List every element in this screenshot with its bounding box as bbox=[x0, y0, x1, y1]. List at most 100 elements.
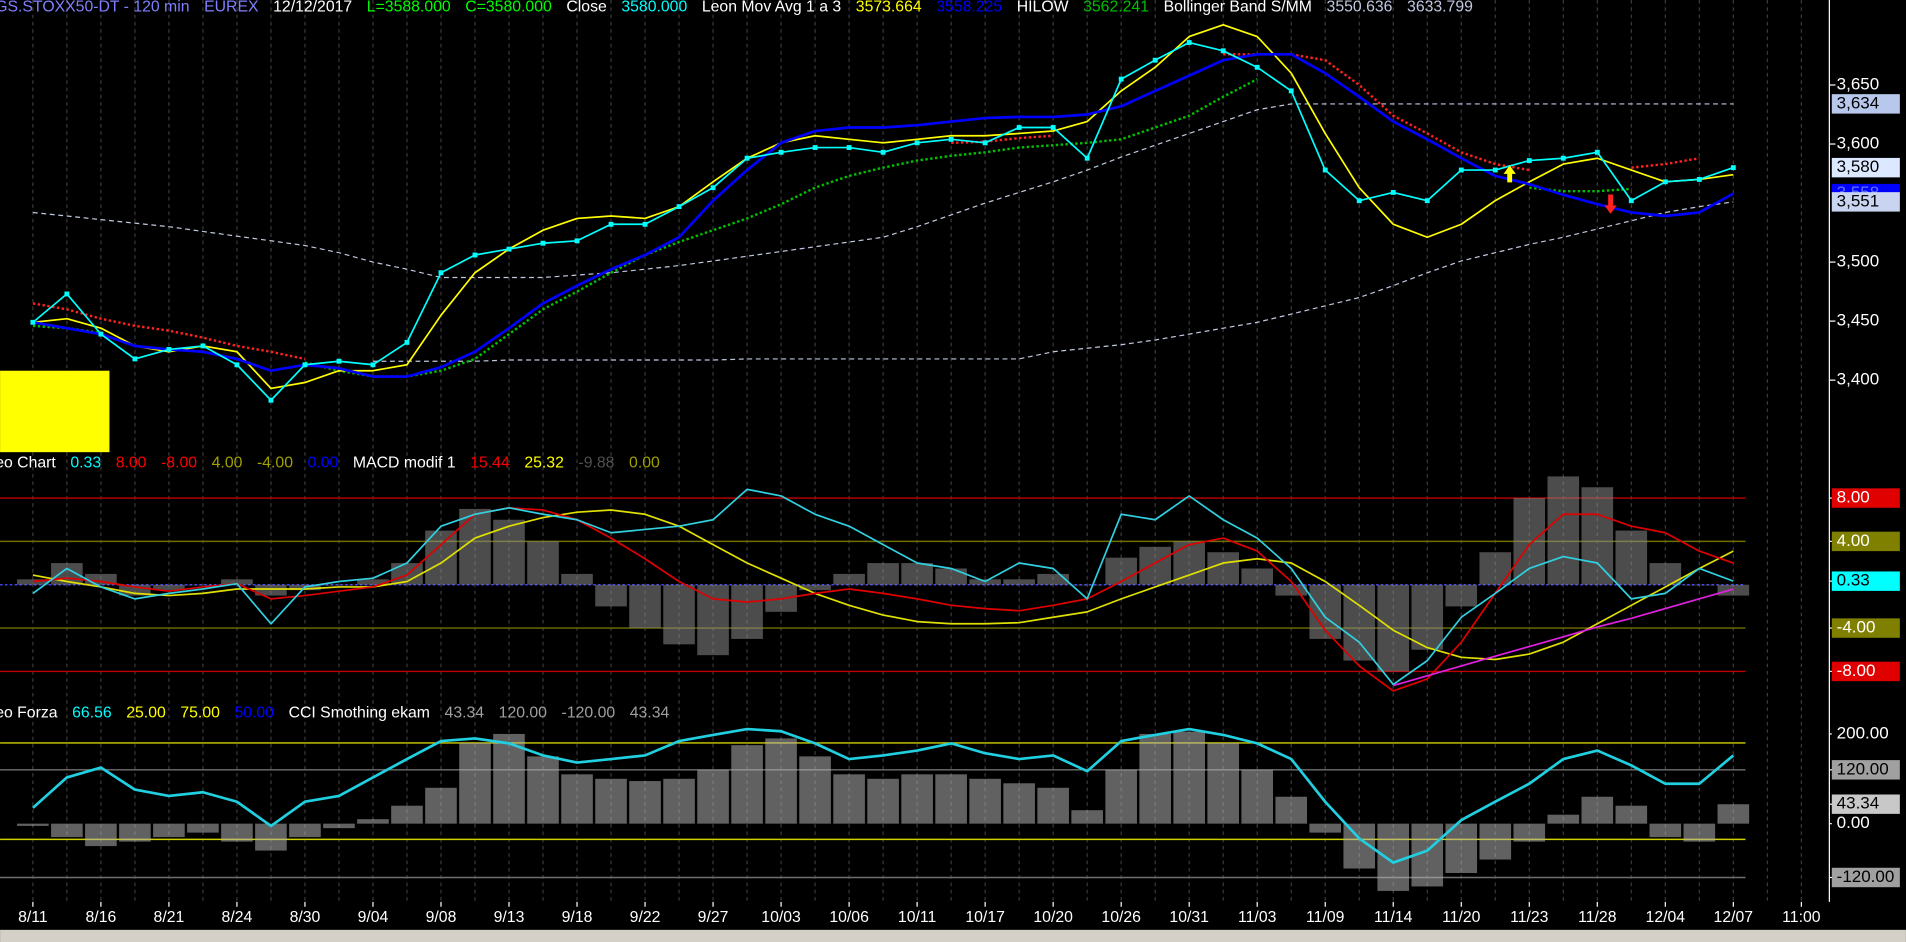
histogram-bar bbox=[1377, 584, 1410, 672]
price-marker bbox=[1526, 158, 1532, 163]
histogram-bar bbox=[1173, 731, 1205, 824]
price-marker bbox=[1186, 40, 1192, 45]
legend-item: 3573.664 bbox=[856, 0, 922, 15]
x-tick-label: 10/17 bbox=[965, 909, 1005, 926]
histogram-bar bbox=[493, 733, 525, 824]
histogram-bar bbox=[1071, 584, 1103, 586]
histogram-bar bbox=[1683, 823, 1716, 842]
sell-arrow bbox=[1604, 194, 1617, 214]
histogram-bar bbox=[119, 584, 151, 596]
legend-item: -8.00 bbox=[161, 454, 197, 471]
legend-item: L=3588.000 bbox=[367, 0, 451, 15]
price-marker bbox=[98, 331, 104, 337]
price-marker bbox=[132, 356, 138, 362]
price-marker bbox=[812, 145, 818, 151]
histogram-bar bbox=[425, 530, 457, 585]
legend-item: eo Chart bbox=[0, 454, 56, 471]
price-marker bbox=[438, 270, 444, 276]
y-tick-label: 3,600 bbox=[1837, 134, 1880, 153]
legend-item: 25.32 bbox=[524, 454, 564, 471]
x-tick-label: 9/22 bbox=[630, 909, 661, 926]
legend-item: 66.56 bbox=[72, 705, 112, 722]
histogram-bar bbox=[1649, 563, 1682, 585]
histogram-bar bbox=[527, 541, 559, 585]
legend-item: 3558.225 bbox=[936, 0, 1002, 15]
histogram-bar bbox=[1649, 823, 1682, 838]
price-marker bbox=[1254, 64, 1260, 70]
price-marker bbox=[1322, 167, 1328, 173]
histogram-bar bbox=[561, 774, 593, 824]
histogram-bar bbox=[1513, 823, 1546, 842]
legend-item: 8.00 bbox=[116, 454, 147, 471]
price-marker bbox=[982, 140, 988, 146]
legend-item: 43.34 bbox=[630, 705, 670, 722]
histogram-bar bbox=[85, 573, 117, 585]
histogram-bar bbox=[1581, 796, 1614, 824]
series-line bbox=[372, 201, 1734, 362]
histogram-bar bbox=[663, 584, 695, 645]
histogram-bar bbox=[731, 584, 763, 639]
histogram-bar bbox=[799, 756, 831, 824]
price-marker bbox=[1424, 198, 1430, 204]
histogram-bar bbox=[255, 584, 287, 596]
buy-arrow bbox=[1503, 165, 1516, 183]
histogram-bar bbox=[901, 774, 933, 824]
series-line bbox=[32, 52, 1734, 378]
price-marker bbox=[268, 397, 274, 403]
x-tick-label: 9/08 bbox=[426, 909, 457, 926]
histogram-bar bbox=[1275, 584, 1308, 596]
x-tick-label: 8/16 bbox=[86, 909, 117, 926]
price-marker bbox=[336, 358, 342, 364]
legend-item: 0.33 bbox=[70, 454, 101, 471]
histogram-bar bbox=[1445, 823, 1478, 873]
histogram-bar bbox=[153, 584, 185, 591]
histogram-bar bbox=[1003, 783, 1035, 824]
x-tick-label: 11:00 bbox=[1782, 909, 1821, 926]
price-marker bbox=[642, 221, 648, 227]
x-tick-label: 11/09 bbox=[1306, 909, 1345, 926]
legend-item: Close bbox=[566, 0, 607, 15]
histogram-bar bbox=[901, 563, 933, 585]
histogram-bar bbox=[357, 819, 389, 824]
histogram-bar bbox=[85, 823, 117, 847]
legend-item: 0.00 bbox=[629, 454, 660, 471]
histogram-bar bbox=[1581, 487, 1614, 585]
scrollbar bbox=[0, 929, 1906, 942]
x-tick-label: 10/31 bbox=[1169, 909, 1209, 926]
histogram-bar bbox=[1479, 552, 1512, 585]
histogram-bar bbox=[1207, 742, 1240, 824]
legend-item: 3580.000 bbox=[621, 0, 687, 15]
y-tick-label: 120.00 bbox=[1837, 759, 1889, 778]
x-tick-label: 11/20 bbox=[1442, 909, 1481, 926]
histogram-bar bbox=[595, 778, 627, 824]
legend-item: 43.34 bbox=[445, 705, 485, 722]
price-marker bbox=[1696, 177, 1702, 182]
histogram-bar bbox=[663, 778, 695, 824]
price-tag: 3,580 bbox=[1837, 157, 1880, 176]
histogram-bar bbox=[17, 579, 49, 585]
histogram-bar bbox=[1377, 823, 1410, 891]
x-tick-label: 9/13 bbox=[494, 909, 525, 926]
series-line bbox=[32, 506, 1734, 692]
y-tick-label-bg bbox=[1831, 488, 1900, 508]
y-tick-label: 200.00 bbox=[1837, 723, 1889, 742]
histogram-bar bbox=[51, 823, 83, 838]
histogram-bar bbox=[425, 787, 457, 824]
histogram-bar bbox=[561, 573, 593, 585]
histogram-bar bbox=[1037, 573, 1069, 585]
price-marker bbox=[1594, 149, 1600, 155]
x-tick-label: 9/18 bbox=[562, 909, 593, 926]
y-tick-label-bg bbox=[1831, 661, 1900, 682]
price-marker bbox=[302, 362, 308, 368]
price-marker bbox=[1118, 76, 1124, 82]
legend-item: 3550.636 bbox=[1327, 0, 1393, 15]
price-marker bbox=[846, 145, 852, 151]
y-tick-label: -4.00 bbox=[1837, 618, 1876, 637]
histogram-bar bbox=[629, 781, 661, 824]
price-marker bbox=[914, 140, 920, 146]
histogram-bar bbox=[1105, 769, 1137, 824]
y-tick-label: 3,400 bbox=[1837, 370, 1880, 389]
histogram-bar bbox=[1479, 823, 1512, 860]
y-tick-label-bg bbox=[1831, 618, 1900, 638]
